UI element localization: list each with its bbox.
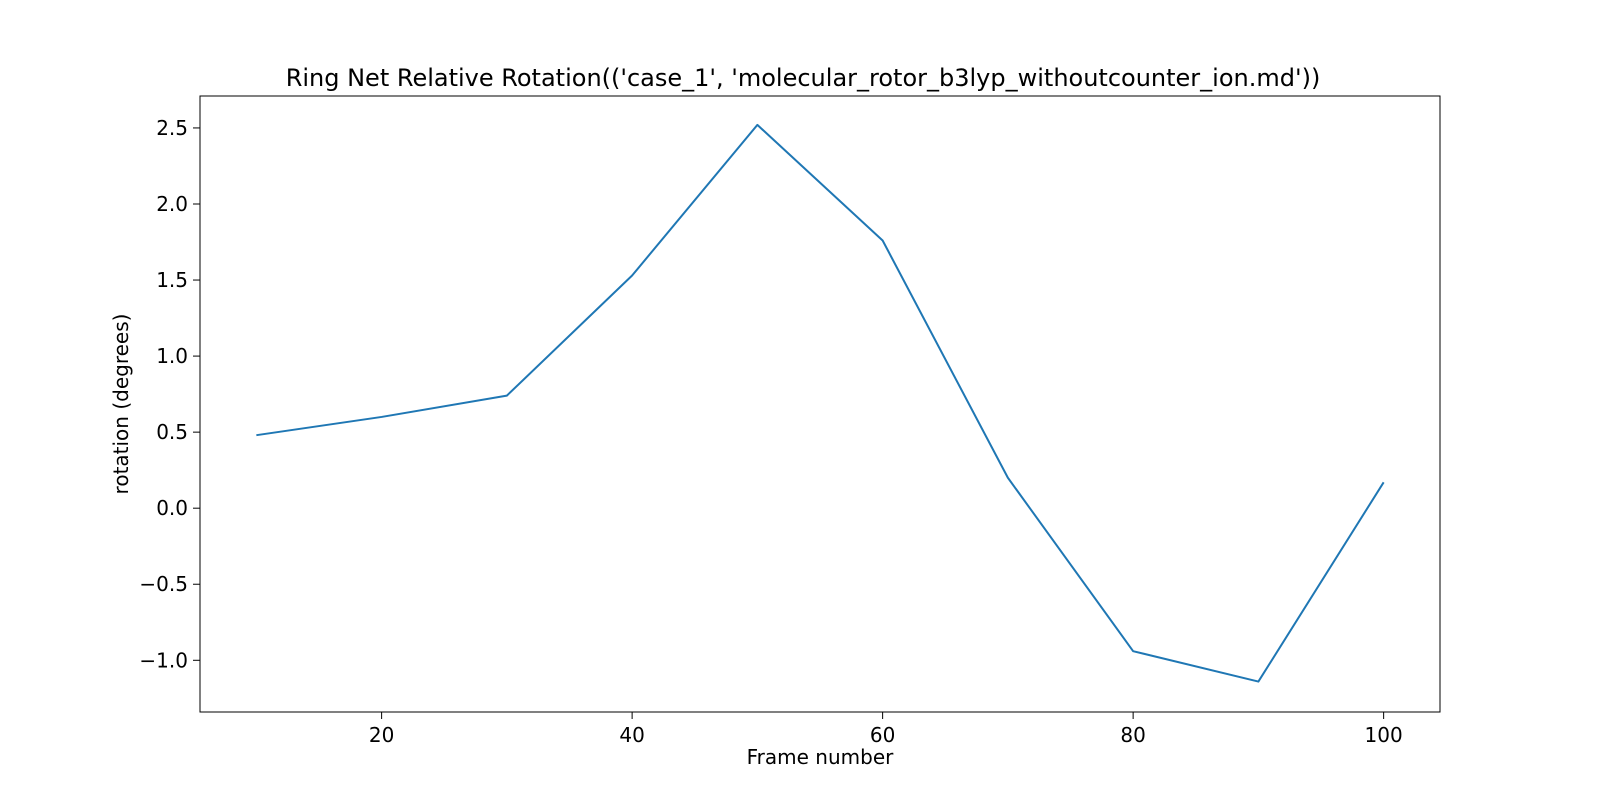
plot-area	[199, 95, 1441, 713]
x-tick-label: 100	[1365, 723, 1403, 747]
data-point	[1133, 651, 1134, 652]
x-tick-label: 40	[619, 723, 644, 747]
data-point	[381, 416, 382, 417]
y-tick-label: 1.0	[156, 344, 188, 368]
data-point	[1007, 477, 1008, 478]
y-axis: −1.0 −0.5 0.0 0.5 1.0 1.5 2.0 2.5	[139, 116, 200, 672]
y-tick-label: 0.5	[156, 420, 188, 444]
data-point	[632, 275, 633, 276]
series-layer	[256, 123, 1385, 683]
data-point	[506, 395, 507, 396]
x-axis-label: Frame number	[747, 745, 895, 769]
y-axis-label: rotation (degrees)	[109, 314, 133, 495]
x-tick-label: 60	[870, 723, 895, 747]
series-line	[256, 123, 1385, 683]
x-tick-label: 20	[369, 723, 394, 747]
y-tick-label: 2.0	[156, 192, 188, 216]
y-tick-label: −0.5	[139, 572, 188, 596]
data-point	[882, 240, 883, 241]
y-tick-label: 1.5	[156, 268, 188, 292]
x-axis: 20 40 60 80 100	[369, 712, 1403, 747]
data-point	[1258, 681, 1259, 682]
data-point	[256, 435, 257, 436]
y-tick-label: −1.0	[139, 648, 188, 672]
chart-title: Ring Net Relative Rotation(('case_1', 'm…	[286, 64, 1321, 92]
y-tick-label: 0.0	[156, 496, 188, 520]
y-tick-label: 2.5	[156, 116, 188, 140]
data-point	[1383, 482, 1384, 483]
x-tick-label: 80	[1120, 723, 1145, 747]
data-point	[757, 124, 758, 125]
